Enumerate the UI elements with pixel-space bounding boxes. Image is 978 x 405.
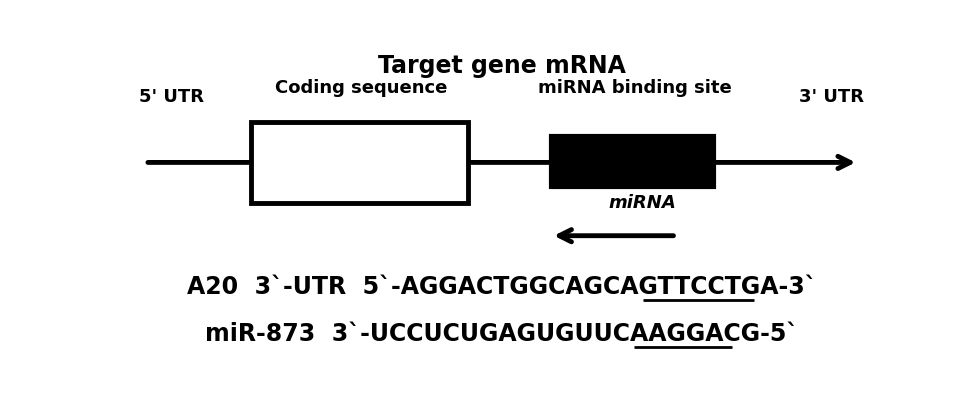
- Text: Target gene mRNA: Target gene mRNA: [378, 54, 625, 78]
- Bar: [251, 122, 467, 203]
- Text: 5' UTR: 5' UTR: [139, 88, 204, 106]
- Text: Coding sequence: Coding sequence: [275, 79, 447, 97]
- Text: A20  3`-UTR  5`-AGGACTGGCAGCAGTTCCTGA-3`: A20 3`-UTR 5`-AGGACTGGCAGCAGTTCCTGA-3`: [187, 275, 816, 299]
- Bar: [551, 136, 713, 188]
- Text: miRNA: miRNA: [607, 194, 675, 212]
- Text: miR-873  3`-UCCUCUGAGUGUUCAAGGACG-5`: miR-873 3`-UCCUCUGAGUGUUCAAGGACG-5`: [205, 322, 797, 346]
- Text: miRNA binding site: miRNA binding site: [537, 79, 731, 97]
- Text: 3' UTR: 3' UTR: [798, 88, 864, 106]
